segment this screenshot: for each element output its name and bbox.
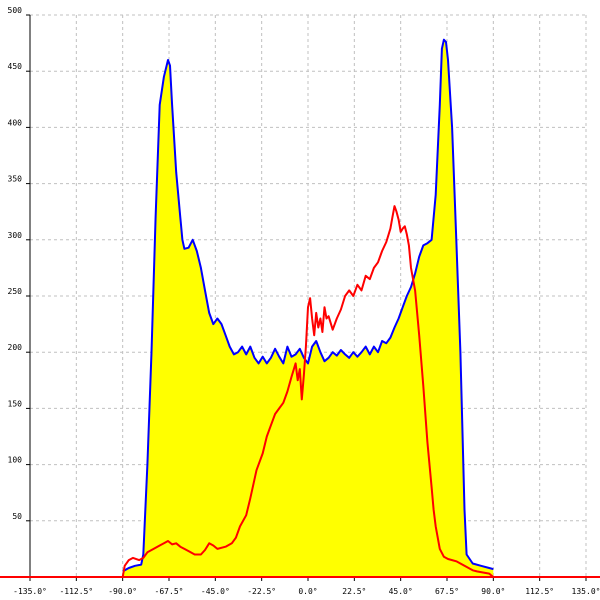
x-tick-label: -45.0°: [201, 587, 230, 596]
x-tick-label: 112.5°: [525, 587, 554, 596]
y-tick-label: 250: [8, 287, 23, 296]
x-tick-label: -112.5°: [59, 587, 93, 596]
y-tick-label: 300: [8, 231, 23, 240]
y-tick-label: 150: [8, 399, 23, 408]
y-tick-label: 500: [8, 6, 23, 15]
x-tick-label: 22.5°: [342, 587, 366, 596]
y-tick-label: 100: [8, 456, 23, 465]
y-tick-label: 450: [8, 62, 23, 71]
x-tick-label: -22.5°: [247, 587, 276, 596]
tick-labels: 50 100 150 200 250 300 350 400 450 500 -135.0° -112…: [8, 6, 600, 596]
y-tick-label: 50: [12, 512, 22, 521]
series-1-area: [122, 39, 494, 577]
y-tick-label: 400: [8, 118, 23, 127]
x-tick-label: 90.0°: [481, 587, 505, 596]
series-2-line: [30, 205, 586, 578]
series-1-line: [122, 38, 494, 573]
x-tick-label: -67.5°: [155, 587, 184, 596]
x-tick-label: 45.0°: [389, 587, 413, 596]
series-layer: [30, 38, 586, 578]
y-tick-label: 350: [8, 175, 23, 184]
x-tick-label: 0.0°: [298, 587, 317, 596]
x-tick-label: -90.0°: [108, 587, 137, 596]
y-tick-label: 200: [8, 343, 23, 352]
x-tick-label: -135.0°: [13, 587, 47, 596]
x-tick-label: 135.0°: [572, 587, 600, 596]
x-tick-label: 67.5°: [435, 587, 459, 596]
axes: [0, 14, 600, 581]
